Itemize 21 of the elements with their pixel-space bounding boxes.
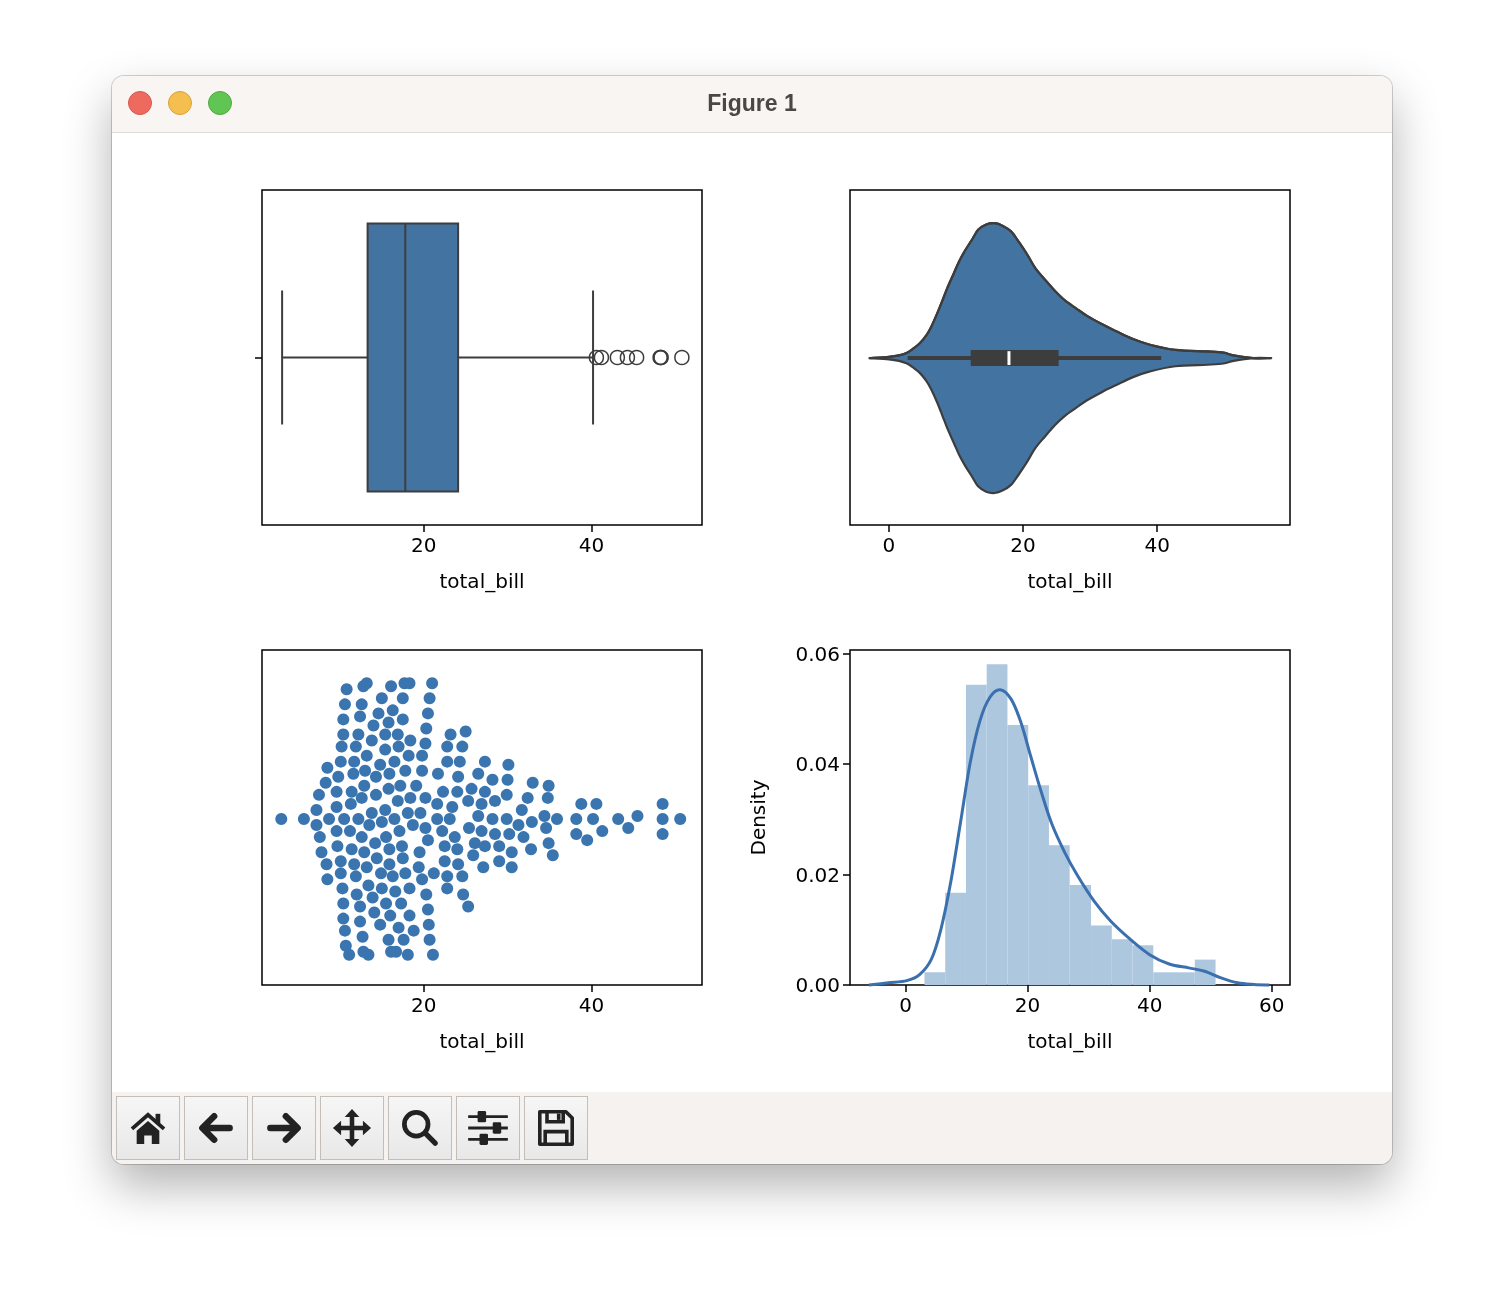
x-axis-title: total_bill	[1027, 569, 1113, 593]
y-tick-label: 0.04	[795, 752, 840, 777]
x-tick-label: 40	[1136, 993, 1163, 1017]
x-tick-label: 20	[1010, 533, 1036, 557]
y-tick-label: 0.02	[795, 862, 840, 887]
x-tick-label: 40	[1144, 533, 1170, 557]
x-axis-title: total_bill	[439, 1029, 525, 1053]
x-tick-label: 40	[578, 533, 605, 557]
x-tick-label: 20	[1014, 993, 1041, 1017]
x-axis-title: total_bill	[1027, 1029, 1113, 1053]
y-tick-label: 0.00	[795, 973, 840, 997]
x-tick-label: 0	[882, 533, 896, 557]
x-tick-label: 20	[411, 533, 437, 557]
x-axis-title: total_bill	[439, 569, 525, 593]
y-axis-title: Density	[746, 779, 770, 856]
caption: Figure 1	[707, 89, 797, 117]
x-tick-label: 20	[411, 993, 437, 1017]
y-tick-label: 0.06	[795, 641, 840, 666]
x-tick-label: 40	[578, 993, 605, 1017]
x-tick-label: 60	[1258, 993, 1285, 1017]
x-tick-label: 0	[899, 993, 912, 1017]
